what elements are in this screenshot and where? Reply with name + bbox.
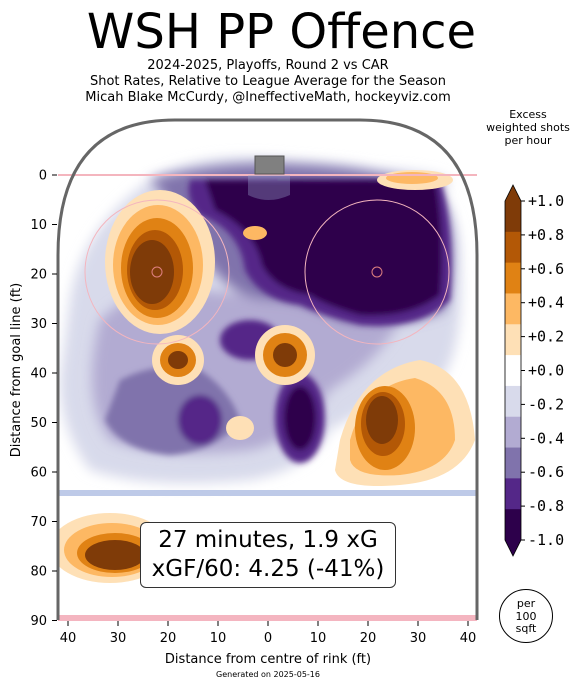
- colorbar-extend-top: [505, 185, 521, 201]
- x-tick-label: 10: [210, 631, 227, 646]
- y-axis-label: Distance from goal line (ft): [9, 283, 24, 457]
- colorbar-label: +0.2: [528, 328, 564, 346]
- colorbar-segment: [505, 262, 521, 294]
- colorbar-label: +0.8: [528, 226, 564, 244]
- colorbar-segment: [505, 509, 521, 541]
- x-axis-label: Distance from centre of rink (ft): [165, 652, 371, 667]
- x-tick-label: 30: [410, 631, 427, 646]
- x-tick-label: 10: [310, 631, 327, 646]
- chart-subtitle-season: 2024-2025, Playoffs, Round 2 vs CAR: [147, 58, 389, 73]
- y-tick-label: 20: [30, 268, 47, 283]
- x-tick-label: 40: [460, 631, 477, 646]
- y-tick-label: 40: [30, 367, 47, 382]
- x-tick-label: 30: [110, 631, 127, 646]
- colorbar-segment: [505, 231, 521, 264]
- colorbar-label: +1.0: [528, 192, 564, 210]
- chart-subtitle-author: Micah Blake McCurdy, @IneffectiveMath, h…: [85, 90, 451, 105]
- stats-box: 27 minutes, 1.9 xG xGF/60: 4.25 (-41%): [140, 522, 396, 588]
- colorbar-segment: [505, 201, 521, 233]
- colorbar-segment: [505, 385, 521, 418]
- unit-badge-line1: per: [516, 597, 536, 610]
- y-tick-label: 50: [30, 416, 47, 431]
- colorbar-segment: [505, 324, 521, 356]
- colorbar-label: -0.6: [528, 463, 564, 481]
- colorbar-label: +0.6: [528, 260, 564, 278]
- colorbar-segment: [505, 416, 521, 449]
- colorbar: +1.0 +0.8 +0.6 +0.4 +0.2 +0.0 -0.2 -0.4 -0.6 -0.8…: [504, 184, 564, 557]
- colorbar-label: +0.4: [528, 294, 564, 312]
- colorbar-label: -1.0: [528, 531, 564, 549]
- colorbar-title-line2: weighted shots: [486, 121, 570, 134]
- colorbar-label: +0.0: [528, 362, 564, 380]
- rink-markings: [56, 118, 479, 621]
- colorbar-title-line1: Excess: [509, 108, 547, 121]
- colorbar-title-line3: per hour: [504, 134, 552, 147]
- chart-subtitle-metric: Shot Rates, Relative to League Average f…: [89, 74, 447, 89]
- y-tick-label: 60: [30, 466, 47, 481]
- colorbar-segment: [505, 355, 521, 387]
- unit-badge-line3: sqft: [515, 622, 537, 635]
- axes: 40 30 20 10 0 10 20 30 40 0 10 20 30 40 50 60 70 80 90 Dist…: [9, 169, 476, 668]
- x-tick-label: 20: [360, 631, 377, 646]
- hotspot-layer: [58, 170, 475, 583]
- heatmap-area: [58, 120, 477, 620]
- colorbar-label: -0.4: [528, 429, 564, 447]
- colorbar-segment: [505, 478, 521, 510]
- y-tick-label: 0: [39, 169, 47, 184]
- stats-minutes-xg: 27 minutes, 1.9 xG: [158, 527, 378, 553]
- chart-title: WSH PP Offence: [86, 4, 477, 60]
- x-tick-label: 20: [160, 631, 177, 646]
- stats-xgf60: xGF/60: 4.25 (-41%): [151, 556, 385, 582]
- y-tick-label: 10: [30, 218, 47, 233]
- generated-note: Generated on 2025-05-16: [216, 670, 320, 679]
- x-tick-label: 40: [60, 631, 77, 646]
- colorbar-extend-bottom: [505, 540, 521, 556]
- y-tick-label: 90: [30, 614, 47, 629]
- unit-badge: per 100 sqft: [499, 589, 553, 643]
- colorbar-label: -0.2: [528, 395, 564, 413]
- colorbar-label: -0.8: [528, 497, 564, 515]
- y-tick-label: 70: [30, 515, 47, 530]
- colorbar-segment: [505, 293, 521, 325]
- y-tick-label: 30: [30, 317, 47, 332]
- colorbar-segment: [505, 447, 521, 479]
- x-tick-label: 0: [264, 631, 272, 646]
- y-tick-label: 80: [30, 565, 47, 580]
- unit-badge-line2: 100: [515, 609, 537, 623]
- colorbar-title: Excess weighted shots per hour: [478, 108, 578, 147]
